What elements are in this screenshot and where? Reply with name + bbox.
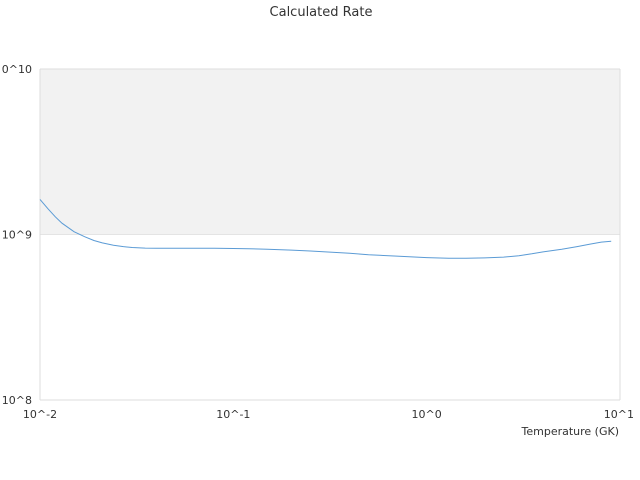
x-tick-label: 10^1 xyxy=(604,408,634,421)
shaded-band xyxy=(40,69,620,235)
chart-title: Calculated Rate xyxy=(270,5,373,20)
y-tick-label: 10^8 xyxy=(2,394,32,407)
y-axis-ticks: 10^8 10^9 0^10 xyxy=(2,63,32,407)
y-tick-label: 0^10 xyxy=(2,63,32,76)
x-tick-label: 10^-1 xyxy=(216,408,250,421)
x-tick-label: 10^0 xyxy=(412,408,442,421)
x-axis-ticks: 10^-2 10^-1 10^0 10^1 xyxy=(23,408,634,421)
y-tick-label: 10^9 xyxy=(2,229,32,242)
x-tick-label: 10^-2 xyxy=(23,408,57,421)
x-axis-label: Temperature (GK) xyxy=(521,425,620,438)
series-group xyxy=(39,199,612,259)
rate-series-line xyxy=(39,199,612,259)
